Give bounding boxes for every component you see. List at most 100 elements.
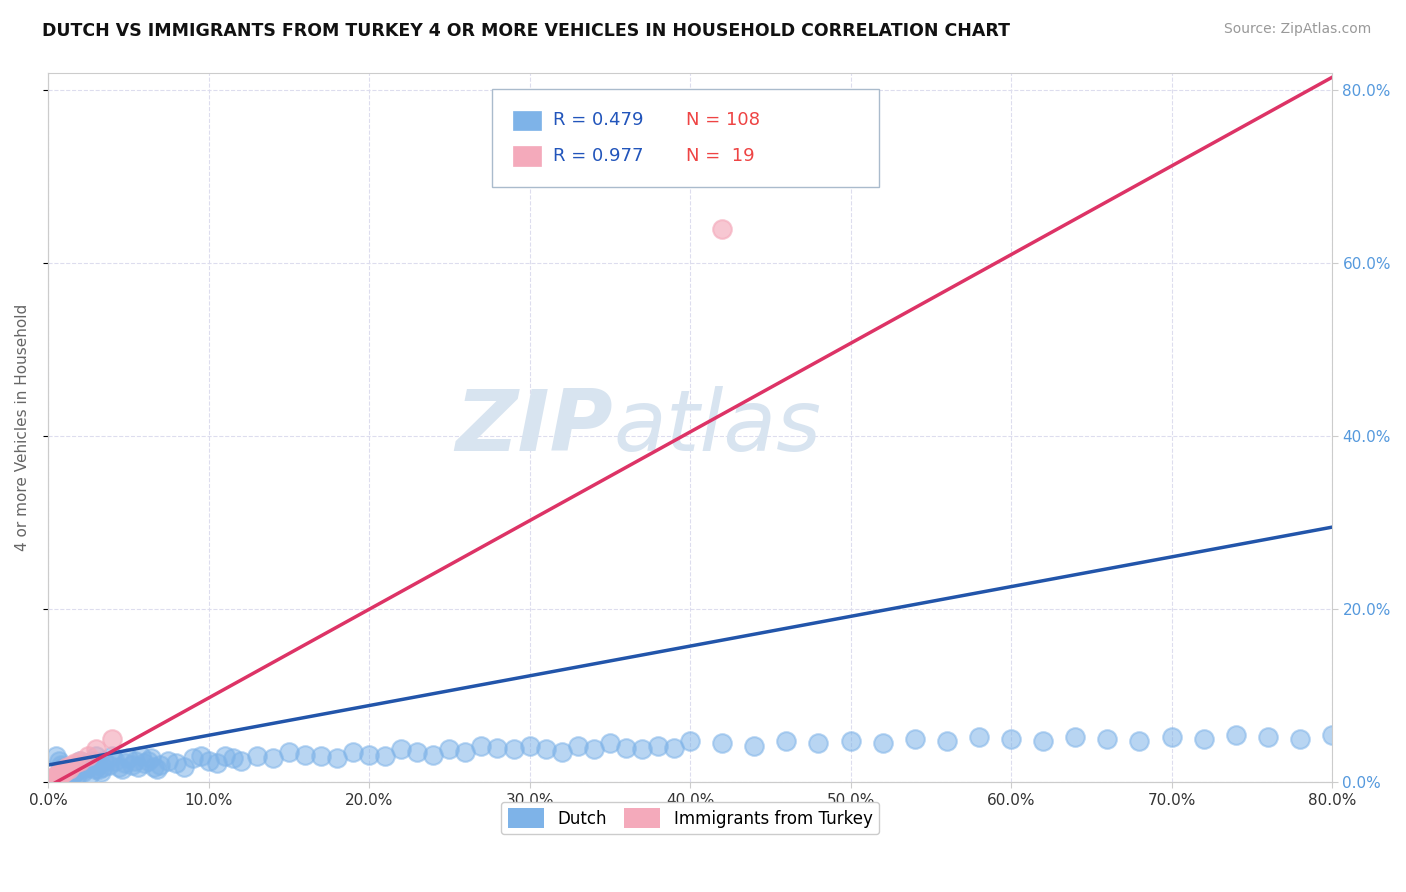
Point <box>56 760 79 774</box>
Point <box>55 763 77 777</box>
Point <box>534 742 557 756</box>
Point <box>181 751 204 765</box>
Point <box>76 756 98 771</box>
Point <box>65 756 87 771</box>
Point <box>519 739 541 753</box>
Text: N =  19: N = 19 <box>686 147 755 165</box>
Point <box>48 766 70 780</box>
Point <box>277 745 299 759</box>
Point <box>60 766 83 780</box>
Point <box>51 764 73 779</box>
Point <box>221 751 243 765</box>
Point <box>60 758 83 772</box>
Point <box>58 763 80 777</box>
Point <box>1320 728 1343 742</box>
Point <box>73 763 96 777</box>
Point <box>48 754 70 768</box>
Text: atlas: atlas <box>613 386 821 469</box>
Point <box>111 763 134 777</box>
Text: R = 0.479: R = 0.479 <box>553 112 655 129</box>
Point <box>101 732 124 747</box>
Point <box>49 766 72 780</box>
Text: Source: ZipAtlas.com: Source: ZipAtlas.com <box>1223 22 1371 37</box>
Point <box>679 734 702 748</box>
Point <box>1160 731 1182 745</box>
Point <box>342 745 364 759</box>
Legend: Dutch, Immigrants from Turkey: Dutch, Immigrants from Turkey <box>501 802 879 834</box>
Point <box>129 749 152 764</box>
Point <box>454 745 477 759</box>
Point <box>967 731 990 745</box>
Point <box>1257 731 1279 745</box>
Point <box>1225 728 1247 742</box>
Point <box>439 742 461 756</box>
Point <box>1192 732 1215 747</box>
Point <box>93 754 115 768</box>
Point <box>1385 725 1406 739</box>
Point <box>51 760 73 774</box>
Point <box>127 760 149 774</box>
Point <box>56 766 79 780</box>
Point <box>157 754 180 768</box>
Point <box>46 768 69 782</box>
Point <box>80 758 103 772</box>
Point <box>567 739 589 753</box>
Point <box>87 758 110 772</box>
Point <box>470 739 492 753</box>
Point <box>42 771 65 785</box>
Point <box>502 742 524 756</box>
Point <box>98 758 121 772</box>
Point <box>406 745 429 759</box>
Point <box>935 734 957 748</box>
Point <box>214 749 236 764</box>
Point <box>173 760 195 774</box>
Point <box>89 763 111 777</box>
Point <box>72 764 94 779</box>
Text: N = 108: N = 108 <box>686 112 761 129</box>
Point <box>107 760 129 774</box>
Point <box>117 751 139 765</box>
Point <box>65 764 87 779</box>
Point <box>55 764 77 779</box>
Point <box>124 754 146 768</box>
Point <box>742 739 765 753</box>
Point <box>104 754 127 768</box>
Point <box>84 749 107 764</box>
Point <box>711 736 734 750</box>
Point <box>197 754 219 768</box>
Point <box>39 772 62 787</box>
Point <box>389 742 412 756</box>
Point <box>166 756 188 771</box>
Point <box>121 758 143 772</box>
Point <box>77 760 100 774</box>
Point <box>90 764 112 779</box>
Point <box>146 763 169 777</box>
Point <box>44 770 66 784</box>
Point <box>1128 734 1150 748</box>
Point <box>294 747 316 762</box>
Point <box>62 763 84 777</box>
Point <box>326 751 349 765</box>
Point <box>149 758 172 772</box>
Point <box>77 749 100 764</box>
Point <box>422 747 444 762</box>
Point <box>69 754 91 768</box>
Point <box>190 749 212 764</box>
Point <box>309 749 332 764</box>
Point <box>45 768 67 782</box>
Point <box>631 742 654 756</box>
Point <box>143 760 166 774</box>
Point <box>82 754 104 768</box>
Point <box>599 736 621 750</box>
Point <box>374 749 396 764</box>
Point <box>775 734 797 748</box>
Point <box>1000 732 1022 747</box>
Point <box>59 771 82 785</box>
Point <box>66 768 89 782</box>
Point <box>69 754 91 768</box>
Point <box>807 736 830 750</box>
Point <box>134 756 156 771</box>
Point <box>58 768 80 782</box>
Y-axis label: 4 or more Vehicles in Household: 4 or more Vehicles in Household <box>15 304 30 551</box>
Text: DUTCH VS IMMIGRANTS FROM TURKEY 4 OR MORE VEHICLES IN HOUSEHOLD CORRELATION CHAR: DUTCH VS IMMIGRANTS FROM TURKEY 4 OR MOR… <box>42 22 1010 40</box>
